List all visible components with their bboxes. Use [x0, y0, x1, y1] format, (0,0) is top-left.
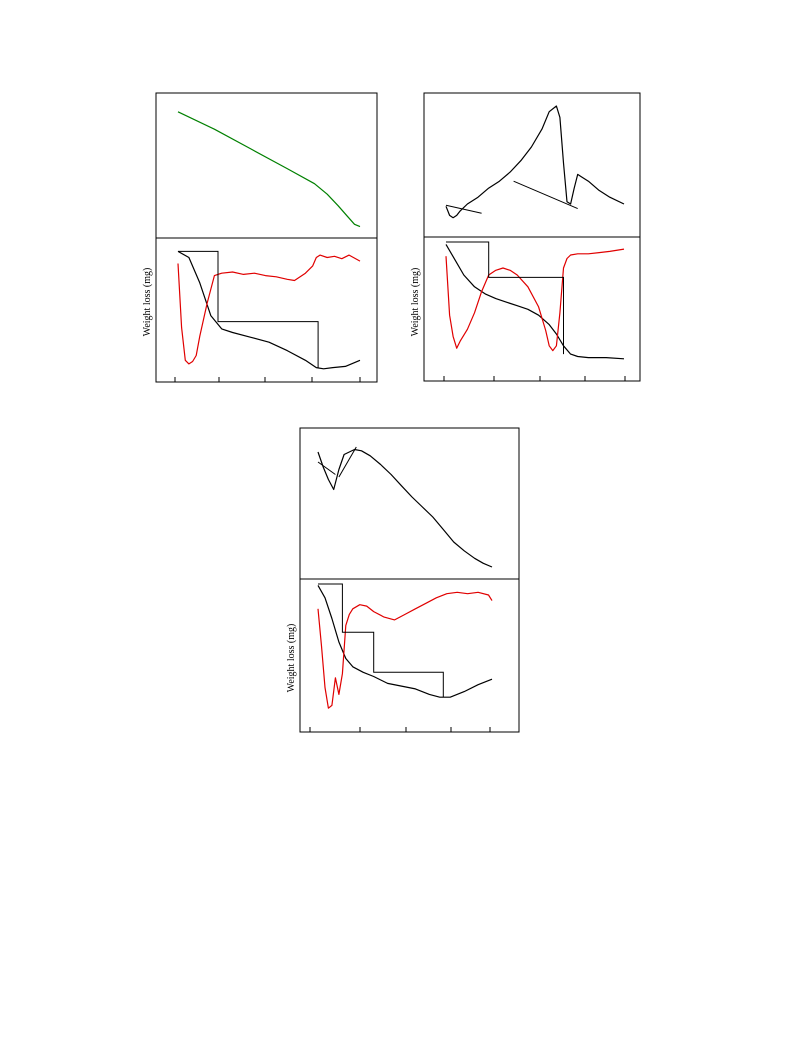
panel-bottom-center: Weight loss (mg)	[286, 427, 520, 733]
y-axis-label: Weight loss (mg)	[410, 268, 421, 337]
dtg-curve	[445, 248, 625, 352]
weight-loss-steps	[318, 583, 444, 698]
dta-curve	[177, 111, 361, 228]
tangent-line	[513, 180, 578, 210]
tangent-line	[445, 204, 482, 214]
panel-frame-lower	[423, 236, 641, 382]
tg-curve	[445, 244, 625, 360]
panel-frame-lower	[155, 237, 378, 383]
panel-frame-upper	[155, 92, 378, 239]
tg-curve	[177, 250, 361, 370]
dtg-curve	[177, 254, 361, 365]
tangent-line	[338, 446, 357, 478]
panel-top-right: Weight loss (mg)	[410, 92, 641, 382]
y-axis-label: Weight loss (mg)	[286, 624, 297, 693]
dtg-curve	[317, 591, 493, 709]
weight-loss-steps	[446, 241, 564, 355]
dta-curve	[317, 448, 493, 568]
tg-curve	[317, 585, 493, 698]
tangent-line	[317, 461, 336, 475]
panel-top-left: Weight loss (mg)	[142, 92, 378, 383]
panel-frame-upper	[299, 427, 520, 580]
weight-loss-steps	[178, 250, 319, 368]
y-axis-label: Weight loss (mg)	[142, 268, 153, 337]
dta-curve	[445, 105, 625, 219]
panel-frame-lower	[299, 578, 520, 733]
